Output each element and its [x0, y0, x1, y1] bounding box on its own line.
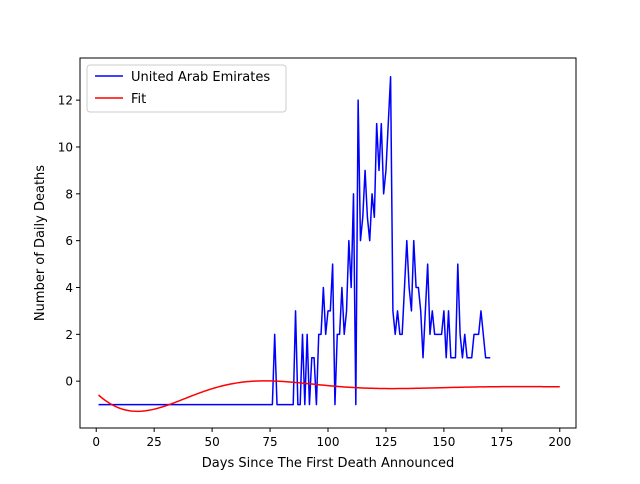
- y-tick-label: 12: [58, 94, 73, 108]
- legend-box: [86, 64, 287, 113]
- x-tick-label: 200: [548, 435, 571, 449]
- y-tick-label: 8: [65, 187, 73, 201]
- y-tick-label: 6: [65, 234, 73, 248]
- plot-area: [79, 57, 577, 429]
- y-axis: 0 2 4 6 8 10 12: [58, 94, 80, 389]
- series-lines: [98, 75, 560, 413]
- x-tick-label: 175: [490, 435, 513, 449]
- x-axis-label: Days Since The First Death Announced: [202, 456, 454, 471]
- legend: United Arab Emirates Fit: [86, 64, 287, 113]
- y-axis-label: Number of Daily Deaths: [33, 165, 48, 321]
- y-tick-label: 2: [65, 328, 73, 342]
- y-tick-label: 4: [65, 281, 73, 295]
- x-tick-label: 125: [374, 435, 397, 449]
- axes-frame: [79, 57, 577, 429]
- series-line-uae: [98, 75, 491, 406]
- x-tick-label: 0: [92, 435, 100, 449]
- x-tick-label: 150: [432, 435, 455, 449]
- legend-label-uae: United Arab Emirates: [131, 70, 270, 85]
- series-line-fit: [98, 380, 560, 413]
- y-tick-label: 10: [58, 140, 73, 154]
- legend-label-fit: Fit: [131, 92, 146, 107]
- x-axis: 0 25 50 75 100 125 150 175 200: [92, 428, 571, 449]
- x-tick-label: 75: [262, 435, 277, 449]
- y-tick-label: 0: [65, 375, 73, 389]
- x-tick-label: 50: [204, 435, 219, 449]
- x-tick-label: 100: [317, 435, 340, 449]
- x-tick-label: 25: [147, 435, 162, 449]
